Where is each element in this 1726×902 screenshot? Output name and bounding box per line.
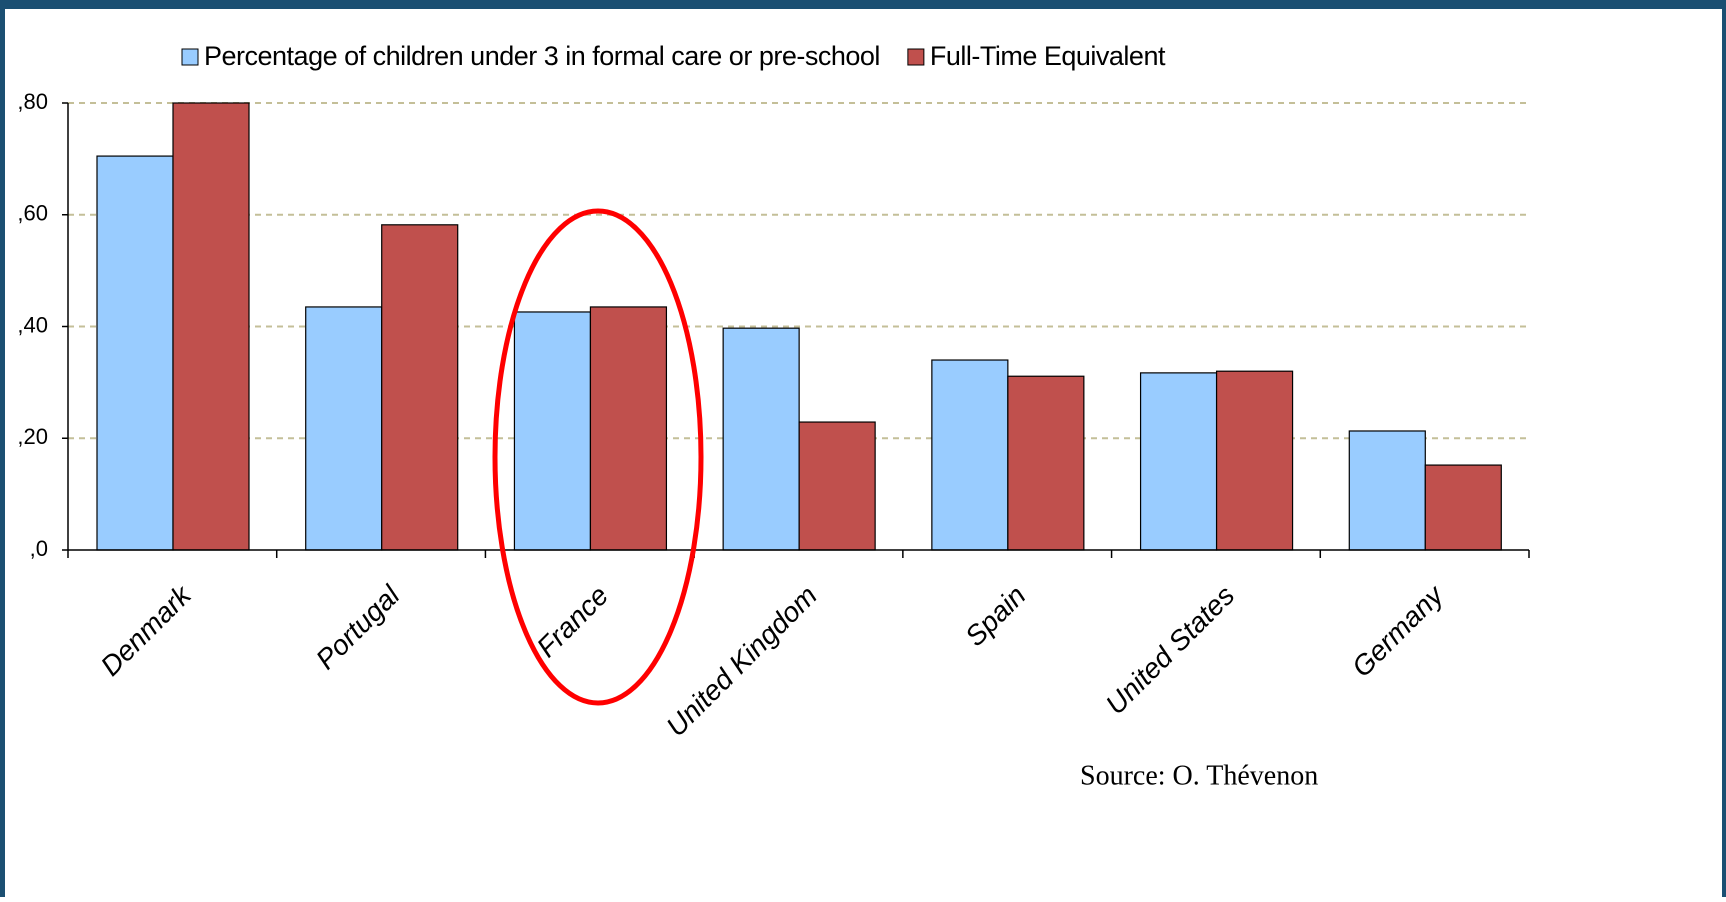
frame-top: [0, 0, 1726, 9]
y-tick-label: ,20: [17, 424, 48, 449]
bar: [1348, 430, 1426, 551]
bar: [589, 306, 668, 551]
frame-right: [1722, 0, 1726, 897]
bar: [1139, 372, 1218, 551]
y-tick-label: ,60: [17, 201, 48, 226]
source-note: Source: O. Thévenon: [1080, 760, 1318, 791]
bar: [513, 311, 592, 551]
bar: [172, 102, 250, 551]
legend-swatch: [181, 48, 199, 66]
bar: [798, 421, 876, 551]
bar: [305, 306, 383, 551]
legend-swatch: [907, 48, 925, 66]
y-tick-label: ,80: [17, 89, 48, 114]
bar: [1424, 464, 1502, 551]
bar: [1007, 375, 1085, 551]
bar: [1215, 370, 1294, 551]
bar: [96, 155, 174, 551]
y-tick-label: ,0: [30, 536, 48, 561]
bar: [381, 224, 459, 551]
legend-label: Full-Time Equivalent: [930, 41, 1166, 71]
highlight-ellipse: [492, 208, 704, 706]
legend-label: Percentage of children under 3 in formal…: [204, 41, 880, 71]
bar: [931, 359, 1009, 551]
frame-left: [0, 0, 5, 897]
bar: [722, 327, 800, 551]
y-tick-label: ,40: [17, 312, 48, 337]
